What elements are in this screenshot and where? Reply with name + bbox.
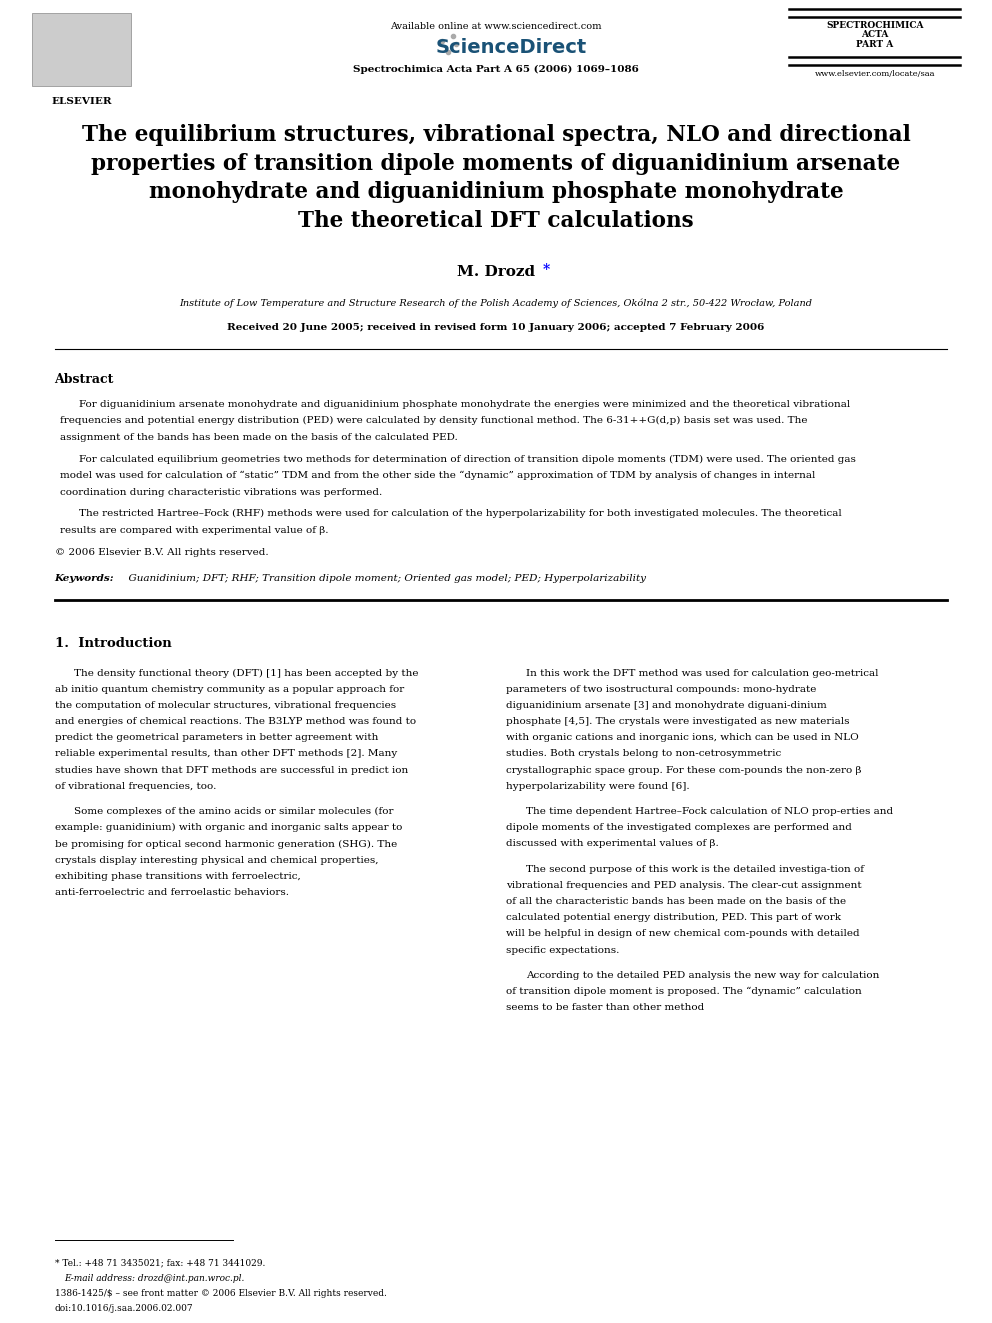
Text: monohydrate and diguanidinium phosphate monohydrate: monohydrate and diguanidinium phosphate … (149, 181, 843, 204)
Text: 1386-1425/$ – see front matter © 2006 Elsevier B.V. All rights reserved.: 1386-1425/$ – see front matter © 2006 El… (55, 1289, 387, 1298)
Text: Abstract: Abstract (55, 373, 114, 386)
Text: and energies of chemical reactions. The B3LYP method was found to: and energies of chemical reactions. The … (55, 717, 416, 726)
Text: dipole moments of the investigated complexes are performed and: dipole moments of the investigated compl… (506, 823, 852, 832)
Text: hyperpolarizability were found [6].: hyperpolarizability were found [6]. (506, 782, 689, 791)
Text: The equilibrium structures, vibrational spectra, NLO and directional: The equilibrium structures, vibrational … (81, 124, 911, 147)
Text: M. Drozd: M. Drozd (457, 265, 535, 279)
Text: phosphate [4,5]. The crystals were investigated as new materials: phosphate [4,5]. The crystals were inves… (506, 717, 849, 726)
Text: Available online at www.sciencedirect.com: Available online at www.sciencedirect.co… (390, 22, 602, 32)
Text: Received 20 June 2005; received in revised form 10 January 2006; accepted 7 Febr: Received 20 June 2005; received in revis… (227, 323, 765, 332)
Text: seems to be faster than other method: seems to be faster than other method (506, 1003, 704, 1012)
Text: discussed with experimental values of β.: discussed with experimental values of β. (506, 839, 718, 848)
Text: of transition dipole moment is proposed. The “dynamic” calculation: of transition dipole moment is proposed.… (506, 987, 862, 996)
Text: For calculated equilibrium geometries two methods for determination of direction: For calculated equilibrium geometries tw… (79, 454, 856, 463)
Text: In this work the DFT method was used for calculation geo-metrical: In this work the DFT method was used for… (526, 668, 878, 677)
Text: ScienceDirect: ScienceDirect (435, 38, 586, 57)
Text: The theoretical DFT calculations: The theoretical DFT calculations (299, 209, 693, 232)
Text: will be helpful in design of new chemical com-pounds with detailed: will be helpful in design of new chemica… (506, 929, 859, 938)
Text: The restricted Hartree–Fock (RHF) methods were used for calculation of the hyper: The restricted Hartree–Fock (RHF) method… (79, 509, 842, 519)
Text: vibrational frequencies and PED analysis. The clear-cut assignment: vibrational frequencies and PED analysis… (506, 881, 861, 890)
Text: For diguanidinium arsenate monohydrate and diguanidinium phosphate monohydrate t: For diguanidinium arsenate monohydrate a… (79, 400, 850, 409)
Text: ab initio quantum chemistry community as a popular approach for: ab initio quantum chemistry community as… (55, 685, 404, 695)
Text: crystals display interesting physical and chemical properties,: crystals display interesting physical an… (55, 856, 378, 865)
Text: exhibiting phase transitions with ferroelectric,: exhibiting phase transitions with ferroe… (55, 872, 301, 881)
Text: * Tel.: +48 71 3435021; fax: +48 71 3441029.: * Tel.: +48 71 3435021; fax: +48 71 3441… (55, 1258, 265, 1267)
Text: assignment of the bands has been made on the basis of the calculated PED.: assignment of the bands has been made on… (60, 433, 457, 442)
Text: Keywords:: Keywords: (55, 573, 114, 582)
Text: of vibrational frequencies, too.: of vibrational frequencies, too. (55, 782, 216, 791)
Text: 1.  Introduction: 1. Introduction (55, 636, 172, 650)
Text: calculated potential energy distribution, PED. This part of work: calculated potential energy distribution… (506, 913, 841, 922)
Text: studies. Both crystals belong to non-cetrosymmetric: studies. Both crystals belong to non-cet… (506, 749, 781, 758)
Text: doi:10.1016/j.saa.2006.02.007: doi:10.1016/j.saa.2006.02.007 (55, 1304, 193, 1314)
Text: The second purpose of this work is the detailed investiga-tion of: The second purpose of this work is the d… (526, 865, 864, 875)
Text: ELSEVIER: ELSEVIER (51, 97, 112, 106)
Text: studies have shown that DFT methods are successful in predict ion: studies have shown that DFT methods are … (55, 766, 408, 775)
Text: The density functional theory (DFT) [1] has been accepted by the: The density functional theory (DFT) [1] … (74, 668, 419, 677)
Text: Guanidinium; DFT; RHF; Transition dipole moment; Oriented gas model; PED; Hyperp: Guanidinium; DFT; RHF; Transition dipole… (122, 573, 646, 582)
Text: of all the characteristic bands has been made on the basis of the: of all the characteristic bands has been… (506, 897, 846, 906)
Text: The time dependent Hartree–Fock calculation of NLO prop-erties and: The time dependent Hartree–Fock calculat… (526, 807, 893, 816)
Text: properties of transition dipole moments of diguanidinium arsenate: properties of transition dipole moments … (91, 152, 901, 175)
Text: ACTA: ACTA (861, 30, 889, 40)
Text: Spectrochimica Acta Part A 65 (2006) 1069–1086: Spectrochimica Acta Part A 65 (2006) 106… (353, 65, 639, 74)
Text: be promising for optical second harmonic generation (SHG). The: be promising for optical second harmonic… (55, 839, 397, 848)
Bar (32, 13, 131, 86)
Text: www.elsevier.com/locate/saa: www.elsevier.com/locate/saa (814, 70, 935, 78)
Text: SPECTROCHIMICA: SPECTROCHIMICA (826, 21, 924, 30)
Text: anti-ferroelectric and ferroelastic behaviors.: anti-ferroelectric and ferroelastic beha… (55, 888, 289, 897)
Text: crystallographic space group. For these com-pounds the non-zero β: crystallographic space group. For these … (506, 766, 861, 775)
Text: E-mail address: drozd@int.pan.wroc.pl.: E-mail address: drozd@int.pan.wroc.pl. (64, 1274, 245, 1283)
Text: results are compared with experimental value of β.: results are compared with experimental v… (60, 525, 328, 534)
Text: According to the detailed PED analysis the new way for calculation: According to the detailed PED analysis t… (526, 971, 879, 980)
Text: frequencies and potential energy distribution (PED) were calculated by density f: frequencies and potential energy distrib… (60, 415, 807, 425)
Text: with organic cations and inorganic ions, which can be used in NLO: with organic cations and inorganic ions,… (506, 733, 859, 742)
Text: predict the geometrical parameters in better agreement with: predict the geometrical parameters in be… (55, 733, 378, 742)
Text: model was used for calculation of “static” TDM and from the other side the “dyna: model was used for calculation of “stati… (60, 471, 814, 480)
Text: the computation of molecular structures, vibrational frequencies: the computation of molecular structures,… (55, 701, 396, 710)
Text: diguanidinium arsenate [3] and monohydrate diguani-dinium: diguanidinium arsenate [3] and monohydra… (506, 701, 826, 710)
Text: specific expectations.: specific expectations. (506, 946, 619, 955)
Text: reliable experimental results, than other DFT methods [2]. Many: reliable experimental results, than othe… (55, 749, 397, 758)
Text: PART A: PART A (856, 40, 894, 49)
Text: Institute of Low Temperature and Structure Research of the Polish Academy of Sci: Institute of Low Temperature and Structu… (180, 299, 812, 308)
Text: parameters of two isostructural compounds: mono-hydrate: parameters of two isostructural compound… (506, 685, 816, 695)
Text: coordination during characteristic vibrations was performed.: coordination during characteristic vibra… (60, 487, 382, 496)
Text: Some complexes of the amino acids or similar molecules (for: Some complexes of the amino acids or sim… (74, 807, 394, 816)
Text: © 2006 Elsevier B.V. All rights reserved.: © 2006 Elsevier B.V. All rights reserved… (55, 548, 268, 557)
Text: *: * (543, 263, 550, 278)
Text: example: guanidinium) with organic and inorganic salts appear to: example: guanidinium) with organic and i… (55, 823, 402, 832)
